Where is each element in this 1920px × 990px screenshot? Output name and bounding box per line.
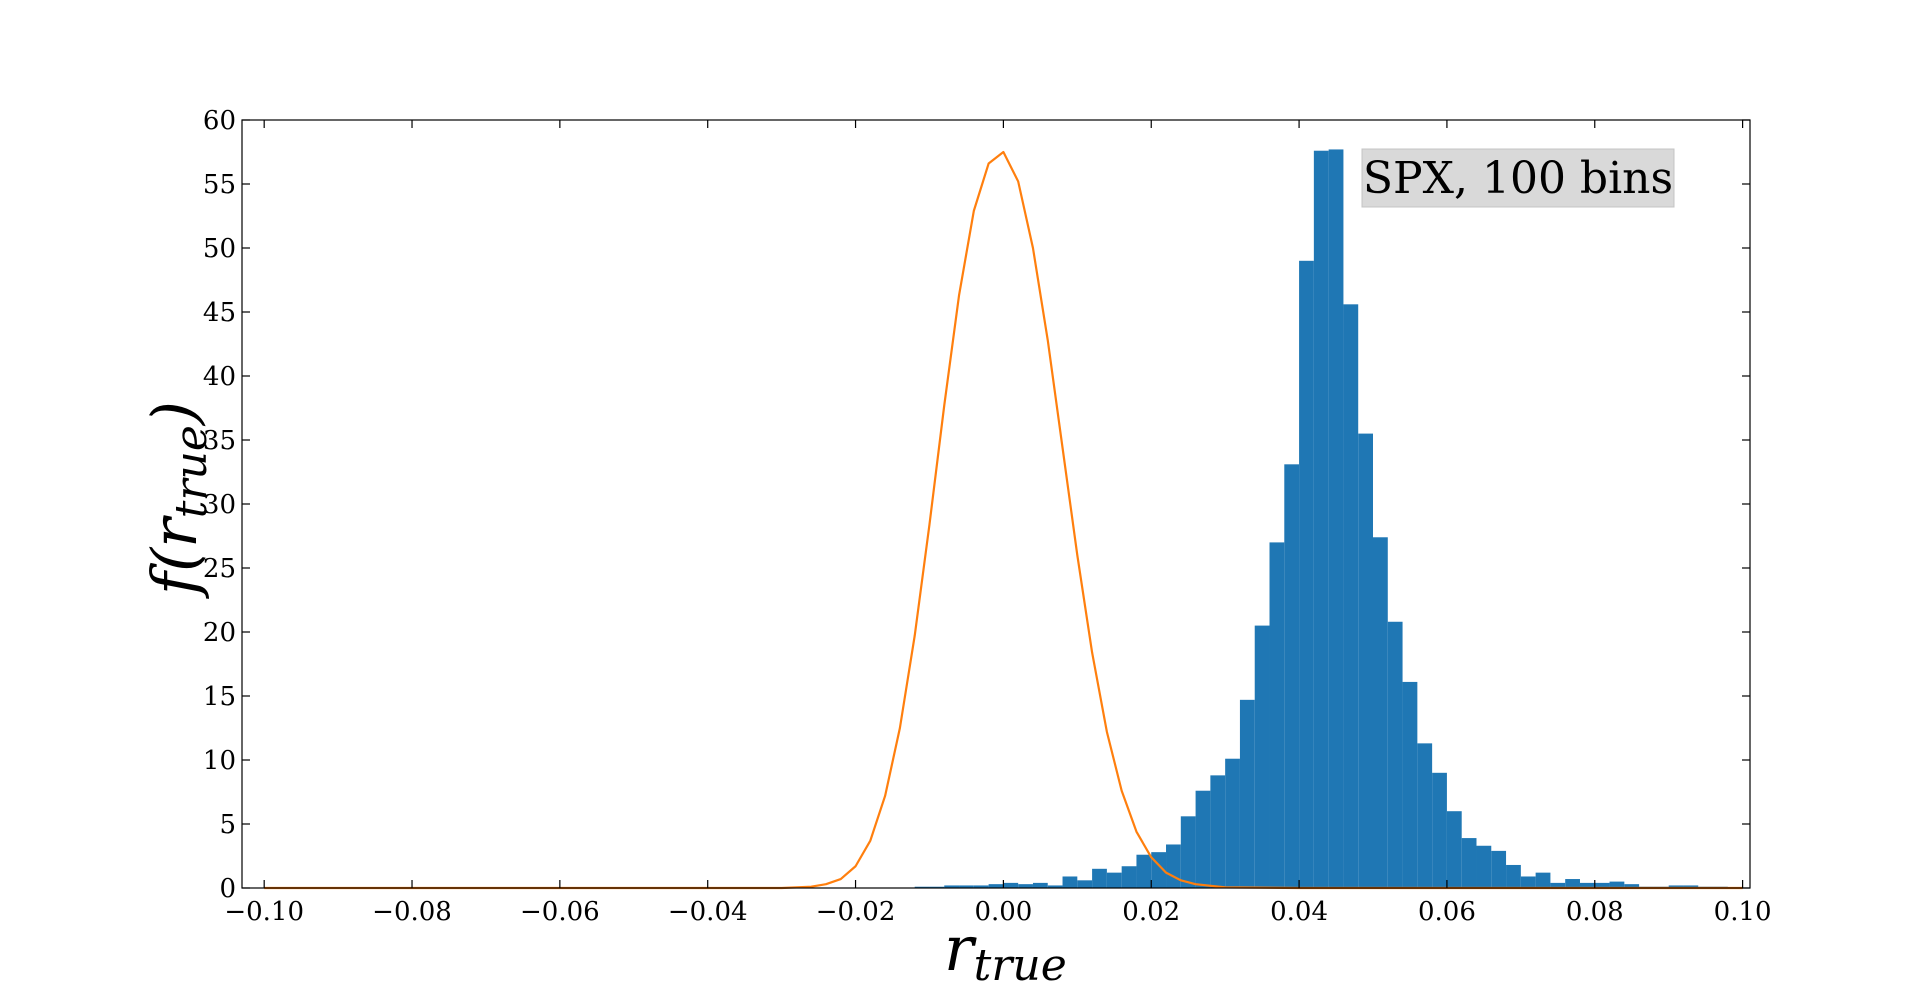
x-tick-label: −0.10 <box>224 897 304 927</box>
histogram-bar <box>1387 621 1403 888</box>
histogram-bar <box>1210 775 1226 888</box>
histogram-bar <box>1106 872 1122 888</box>
histogram-bar <box>1461 838 1477 888</box>
histogram-bar <box>973 885 989 888</box>
histogram-bar <box>1668 885 1684 888</box>
histogram-bar <box>959 885 974 888</box>
histogram-bar <box>1683 885 1699 888</box>
x-tick-label: 0.02 <box>1122 897 1180 927</box>
histogram-bar <box>1121 866 1137 888</box>
histogram-bar <box>1446 811 1462 888</box>
x-tick-label: −0.06 <box>520 897 600 927</box>
x-tick-label: −0.08 <box>372 897 452 927</box>
histogram-bar <box>1269 542 1285 888</box>
x-tick-label: 0.04 <box>1270 897 1328 927</box>
x-tick-label: 0.00 <box>974 897 1032 927</box>
legend: SPX, 100 bins <box>1361 148 1675 208</box>
histogram-bar <box>1018 884 1033 888</box>
histogram-bar <box>1166 844 1181 888</box>
y-tick-label: 45 <box>203 298 236 328</box>
histogram-bar <box>914 886 930 888</box>
histogram-bar <box>988 884 1004 888</box>
x-tick-label: −0.04 <box>668 897 748 927</box>
histogram-bar <box>1579 882 1595 888</box>
histogram-bar <box>1003 882 1019 888</box>
y-tick-label: 40 <box>203 362 236 392</box>
histogram-bar <box>1594 882 1610 888</box>
histogram-bar <box>1328 149 1344 888</box>
y-tick-label: 60 <box>203 106 236 136</box>
histogram-bar <box>1077 880 1093 888</box>
x-tick-labels: −0.10 −0.08 −0.06 −0.04 −0.02 0.00 0.02 0.04 0.0… <box>224 897 1771 927</box>
histogram-bar <box>1491 850 1507 888</box>
histogram-bar <box>929 886 945 888</box>
y-tick-label: 50 <box>203 234 236 264</box>
histogram-bar <box>1417 743 1433 888</box>
histogram-bar <box>1609 881 1625 888</box>
y-axis-title-subscript: true <box>166 425 217 518</box>
histogram-bar <box>1624 884 1640 888</box>
legend-box <box>1361 148 1675 208</box>
histogram-bar <box>1565 879 1580 888</box>
histogram-bar <box>1180 816 1196 888</box>
x-axis-title-subscript: true <box>974 940 1067 985</box>
histogram-bar <box>1254 625 1270 888</box>
x-tick-label: 0.08 <box>1566 897 1624 927</box>
x-tick-label: −0.02 <box>816 897 896 927</box>
legend-label: SPX, 100 bins <box>1363 153 1673 204</box>
x-tick-label: 0.10 <box>1714 897 1772 927</box>
histogram-bar <box>1343 304 1359 888</box>
x-tick-label: 0.06 <box>1418 897 1476 927</box>
y-tick-label: 15 <box>203 682 236 712</box>
histogram-bar <box>1358 433 1373 888</box>
histogram-bar <box>1032 882 1048 888</box>
y-tick-label: 25 <box>203 554 236 584</box>
y-tick-label: 35 <box>203 426 236 456</box>
x-axis-title-main: r <box>944 912 977 985</box>
histogram-bar <box>1092 868 1107 888</box>
y-tick-label: 55 <box>203 170 236 200</box>
histogram-bar <box>1225 758 1240 888</box>
histogram-bar <box>1284 464 1300 888</box>
y-tick-label: 5 <box>219 810 236 840</box>
histogram-bar <box>1239 699 1255 888</box>
histogram-bars <box>914 149 1728 889</box>
y-tick-label: 10 <box>203 746 236 776</box>
y-tick-label: 20 <box>203 618 236 648</box>
y-axis-title-close: ) <box>138 401 211 427</box>
histogram-bar <box>944 885 960 888</box>
histogram-bar <box>1506 864 1521 888</box>
histogram-bar <box>1195 790 1211 888</box>
x-axis-title: rtrue <box>944 912 1067 985</box>
y-tick-labels: 0 5 10 15 20 25 30 35 40 45 50 55 60 <box>203 106 236 904</box>
y-axis-title-f: f( <box>138 546 211 599</box>
histogram-bar <box>1062 876 1078 888</box>
histogram-bar <box>1047 885 1063 888</box>
histogram-bar <box>1402 681 1418 888</box>
histogram-bar <box>1520 876 1536 888</box>
histogram-bar <box>1373 537 1388 888</box>
y-tick-label: 0 <box>219 874 236 904</box>
histogram-bar <box>1136 854 1152 888</box>
histogram-bar <box>1476 845 1492 888</box>
y-axis-title: f(rtrue) <box>138 401 217 599</box>
y-axis-title-r: r <box>138 515 211 548</box>
histogram-bar <box>1550 882 1566 888</box>
histogram-bar <box>1313 150 1329 889</box>
y-tick-label: 30 <box>203 490 236 520</box>
histogram-bar <box>1432 772 1447 888</box>
histogram-bar <box>1299 260 1314 888</box>
tick-marks <box>242 119 1750 889</box>
histogram-bar <box>1535 872 1551 888</box>
